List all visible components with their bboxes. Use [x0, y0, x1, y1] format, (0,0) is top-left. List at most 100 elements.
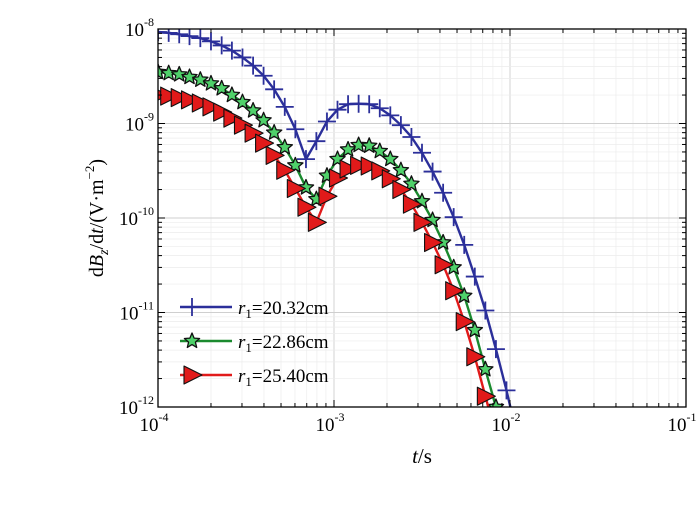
- legend-item-0: r1=20.32cm: [180, 298, 329, 321]
- series-2-point: [180, 90, 201, 110]
- series-2-point: [160, 86, 180, 106]
- series-2-point: [170, 88, 190, 108]
- series-2-point: [233, 115, 254, 135]
- series-layer: [158, 29, 526, 482]
- series-0-point: [296, 150, 315, 169]
- ticks: [157, 28, 687, 408]
- series-0-point: [244, 56, 263, 75]
- series-0-point: [360, 95, 379, 114]
- series-2-point: [328, 168, 349, 188]
- series-2-point: [286, 178, 306, 199]
- x-tick-label: 10-1: [668, 410, 697, 436]
- series-1-point: [213, 79, 230, 96]
- series-1-point: [382, 150, 399, 167]
- series-1-point: [499, 442, 514, 456]
- series-2-point: [339, 159, 359, 179]
- series-0-point: [170, 29, 189, 44]
- y-tick-label: 10-10: [119, 204, 154, 230]
- series-2-point: [413, 212, 433, 232]
- series-2-point: [371, 161, 391, 181]
- legend-label: r1=22.86cm: [238, 332, 329, 355]
- series-1-point: [234, 93, 251, 110]
- series-2-point: [297, 197, 317, 217]
- series-2-point: [307, 212, 327, 232]
- series-2-point: [213, 102, 233, 122]
- x-tick-label: 10-2: [492, 410, 521, 436]
- series-2-point: [476, 386, 496, 406]
- series-1-point: [403, 175, 420, 191]
- series-0: [158, 29, 526, 444]
- series-0-point: [381, 106, 400, 125]
- series-1-point: [392, 161, 410, 178]
- legend-label: r1=20.32cm: [238, 298, 329, 321]
- series-2-point: [402, 194, 422, 214]
- tick-labels: 10-4 10-3 10-2 10-1 10-12 10-11 10-10 10-9 10-8: [119, 15, 697, 436]
- x-tick-label: 10-3: [316, 410, 345, 436]
- series-1-point: [255, 111, 272, 128]
- series-0-point: [222, 41, 241, 60]
- series-1-point: [276, 138, 294, 155]
- series-2-point: [498, 464, 516, 482]
- y-tick-label: 10-11: [119, 299, 154, 325]
- series-1-point: [160, 64, 177, 81]
- series-0-point: [275, 97, 294, 116]
- x-axis-label: t/s: [412, 444, 432, 468]
- series-1-point: [244, 101, 262, 118]
- series-0-point: [370, 99, 389, 118]
- series-2-point: [255, 133, 275, 153]
- series-0-point: [508, 426, 526, 444]
- series-0-point: [455, 235, 474, 254]
- series-2-point: [318, 186, 338, 206]
- y-tick-label: 10-9: [125, 110, 154, 136]
- grid: [158, 29, 686, 407]
- series-0-point: [180, 29, 199, 46]
- series-2-point: [223, 108, 243, 128]
- series-2-point: [276, 160, 296, 180]
- x-tick-label: 10-4: [140, 410, 169, 436]
- series-1-point: [170, 65, 188, 82]
- y-axis-label: dBz/dt/(V·m−2): [82, 159, 112, 277]
- series-0-point: [412, 143, 431, 162]
- legend-swatch-marker: [183, 365, 203, 385]
- series-0-point: [391, 116, 410, 135]
- series-2: [158, 86, 516, 482]
- series-0-point: [444, 208, 463, 227]
- series-0-point: [191, 29, 210, 48]
- series-0-point: [328, 100, 347, 119]
- series-0-point: [423, 162, 442, 181]
- legend-swatch-marker: [183, 298, 201, 316]
- series-1-point: [181, 68, 198, 85]
- series-2-point: [360, 156, 380, 176]
- legend: r1=20.32cm r1=22.86cm r1=25.40cm: [180, 298, 329, 389]
- series-2-point: [466, 347, 486, 367]
- series-1-point: [192, 71, 209, 87]
- series-2-point: [202, 97, 222, 117]
- series-0-point: [265, 80, 284, 99]
- legend-swatch-marker: [183, 332, 201, 349]
- series-1-point: [339, 140, 357, 157]
- series-0-point: [201, 32, 220, 51]
- series-1-point: [223, 86, 241, 103]
- series-2-point: [434, 255, 454, 275]
- series-0-point: [465, 267, 484, 286]
- series-2-point: [191, 93, 211, 113]
- series-0-point: [402, 127, 421, 146]
- series-0-point: [434, 183, 453, 202]
- legend-item-1: r1=22.86cm: [180, 332, 329, 355]
- legend-label: r1=25.40cm: [238, 366, 329, 389]
- series-0-point: [497, 381, 516, 400]
- series-2-point: [244, 123, 264, 143]
- series-2-point: [392, 180, 412, 200]
- series-1-point: [371, 142, 389, 159]
- series-2-point: [424, 232, 444, 253]
- series-2-point: [381, 169, 401, 189]
- y-tick-label: 10-12: [119, 393, 154, 419]
- series-2-point: [265, 145, 285, 165]
- series-2-point: [445, 281, 465, 301]
- series-0-point: [307, 132, 326, 151]
- series-0-point: [317, 112, 336, 131]
- series-2-point: [455, 312, 475, 332]
- series-0-point: [233, 48, 252, 67]
- series-1-point: [265, 124, 283, 140]
